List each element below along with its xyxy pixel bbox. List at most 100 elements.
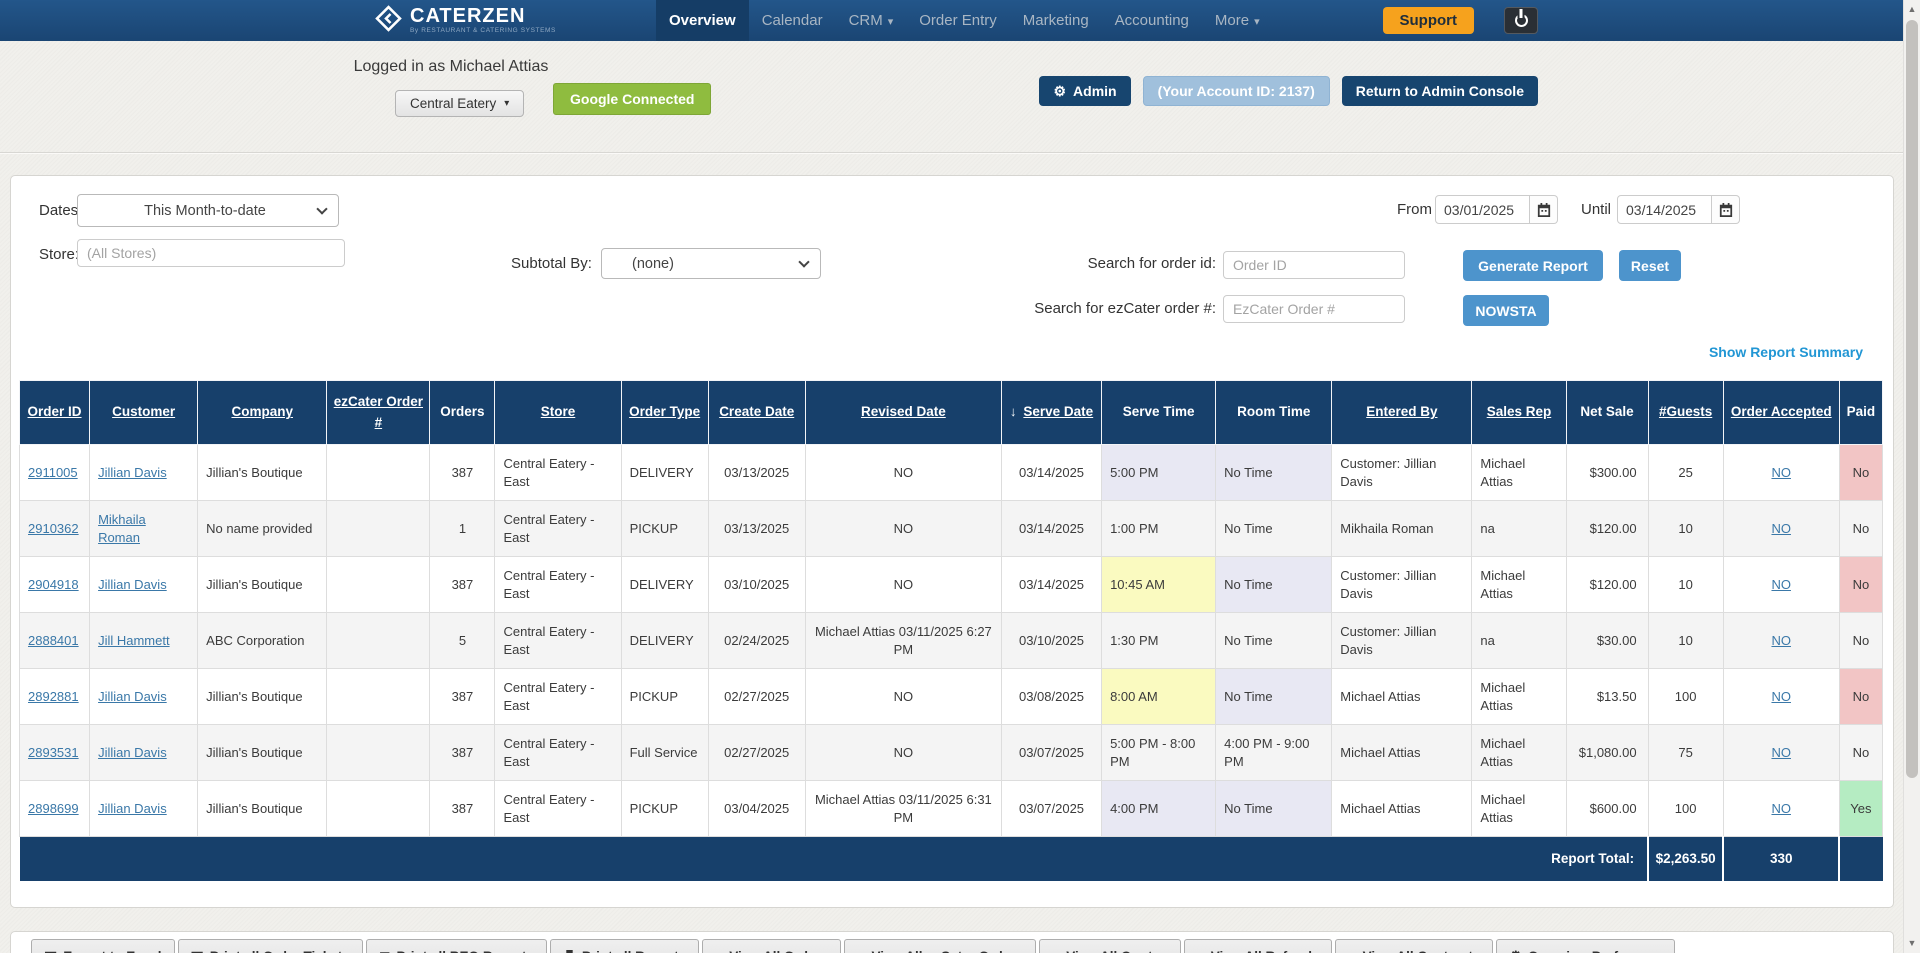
nav-item-accounting[interactable]: Accounting xyxy=(1102,0,1202,41)
cell-sales-rep: Michael Attias xyxy=(1472,445,1566,501)
order-accepted-link[interactable]: NO xyxy=(1771,801,1791,816)
cell-net-sale: $30.00 xyxy=(1566,613,1648,669)
cell-ezcater-order xyxy=(327,557,430,613)
order-id-link[interactable]: 2893531 xyxy=(28,745,79,760)
power-button[interactable] xyxy=(1504,7,1538,34)
customer-link[interactable]: Jillian Davis xyxy=(98,465,167,480)
subtotal-by-select[interactable]: (none) xyxy=(601,248,821,279)
col-header-guests[interactable]: #Guests xyxy=(1648,381,1723,445)
view-all-quotes-button[interactable]: ≡View All Quotes xyxy=(1039,939,1180,953)
reset-button[interactable]: Reset xyxy=(1619,250,1681,281)
admin-button[interactable]: ⚙ Admin xyxy=(1039,76,1130,106)
export-to-excel-button[interactable]: ▦Export to Excel xyxy=(31,939,175,953)
col-header-entered-by[interactable]: Entered By xyxy=(1332,381,1472,445)
scroll-up-icon[interactable]: ▲ xyxy=(1904,1,1920,18)
nav-item-marketing[interactable]: Marketing xyxy=(1010,0,1102,41)
col-header-store[interactable]: Store xyxy=(495,381,621,445)
order-id-link[interactable]: 2910362 xyxy=(28,521,79,536)
view-all-refunds-button[interactable]: ≡View All Refunds xyxy=(1184,939,1333,953)
cell-guests: 10 xyxy=(1648,501,1723,557)
scrollbar-thumb[interactable] xyxy=(1906,20,1918,778)
lines-icon: ≣ xyxy=(379,948,391,953)
show-report-summary-link[interactable]: Show Report Summary xyxy=(1709,344,1863,360)
ezcater-search-input[interactable] xyxy=(1223,295,1405,323)
customer-link[interactable]: Jillian Davis xyxy=(98,577,167,592)
account-id-button[interactable]: (Your Account ID: 2137) xyxy=(1143,76,1330,106)
cell-store: Central Eatery - East xyxy=(495,781,621,837)
nav-item-more[interactable]: More▾ xyxy=(1202,0,1273,41)
generate-report-button[interactable]: Generate Report xyxy=(1463,250,1603,281)
col-header-order-accepted[interactable]: Order Accepted xyxy=(1723,381,1839,445)
cell-company: Jillian's Boutique xyxy=(198,725,327,781)
cell-entered-by: Customer: Jillian Davis xyxy=(1332,445,1472,501)
cell-create-date: 03/10/2025 xyxy=(708,557,805,613)
print-all-beo-reports-button[interactable]: ≣Print all BEO Reports xyxy=(366,939,547,953)
customer-link[interactable]: Jillian Davis xyxy=(98,745,167,760)
cell-room-time: No Time xyxy=(1216,557,1332,613)
cell-store: Central Eatery - East xyxy=(495,669,621,725)
view-all-contracts-button[interactable]: ≡View All Contracts xyxy=(1335,939,1493,953)
cell-orders: 387 xyxy=(430,781,495,837)
until-date-input[interactable] xyxy=(1617,195,1712,224)
order-accepted-link[interactable]: NO xyxy=(1771,633,1791,648)
col-header-customer[interactable]: Customer xyxy=(90,381,198,445)
calendar-button[interactable] xyxy=(1530,195,1558,224)
table-row: 2893531Jillian DavisJillian's Boutique38… xyxy=(20,725,1883,781)
cell-company: Jillian's Boutique xyxy=(198,445,327,501)
list-icon: ≡ xyxy=(857,948,865,953)
order-accepted-link[interactable]: NO xyxy=(1771,465,1791,480)
calendar-button[interactable] xyxy=(1712,195,1740,224)
col-header-create-date[interactable]: Create Date xyxy=(708,381,805,445)
customer-link[interactable]: Mikhaila Roman xyxy=(98,512,146,545)
order-id-search-input[interactable] xyxy=(1223,251,1405,279)
col-header-revised-date[interactable]: Revised Date xyxy=(805,381,1001,445)
order-id-link[interactable]: 2888401 xyxy=(28,633,79,648)
cell-paid: No xyxy=(1839,557,1882,613)
sort-desc-icon: ↓ xyxy=(1010,404,1021,419)
list-icon: ≡ xyxy=(1197,948,1205,953)
list-icon: ≡ xyxy=(1052,948,1060,953)
print-all-reports-button[interactable]: Print all Reports xyxy=(550,939,699,953)
view-all-ezcater-orders-button[interactable]: ≡View All ezCater Orders xyxy=(844,939,1036,953)
overview-preference-button[interactable]: ⚙Overview Preference xyxy=(1496,939,1674,953)
cell-orders: 387 xyxy=(430,557,495,613)
cell-create-date: 02/27/2025 xyxy=(708,669,805,725)
order-id-link[interactable]: 2904918 xyxy=(28,577,79,592)
order-accepted-link[interactable]: NO xyxy=(1771,577,1791,592)
order-id-link[interactable]: 2911005 xyxy=(28,465,78,480)
order-accepted-link[interactable]: NO xyxy=(1771,745,1791,760)
customer-link[interactable]: Jill Hammett xyxy=(98,633,170,648)
order-accepted-link[interactable]: NO xyxy=(1771,689,1791,704)
from-date-input[interactable] xyxy=(1435,195,1530,224)
col-header-serve-date[interactable]: ↓ Serve Date xyxy=(1001,381,1101,445)
cell-serve-time: 5:00 PM xyxy=(1102,445,1216,501)
nav-item-order-entry[interactable]: Order Entry xyxy=(906,0,1010,41)
col-header-sales-rep[interactable]: Sales Rep xyxy=(1472,381,1566,445)
nav-item-overview[interactable]: Overview xyxy=(656,0,749,41)
customer-link[interactable]: Jillian Davis xyxy=(98,689,167,704)
col-header-company[interactable]: Company xyxy=(198,381,327,445)
nowsta-button[interactable]: NOWSTA xyxy=(1463,295,1549,326)
order-id-link[interactable]: 2892881 xyxy=(28,689,79,704)
grid-icon: ▦ xyxy=(44,948,57,953)
support-button[interactable]: Support xyxy=(1383,7,1475,34)
order-accepted-link[interactable]: NO xyxy=(1771,521,1791,536)
col-header-order-id[interactable]: Order ID xyxy=(20,381,90,445)
cell-order-id: 2888401 xyxy=(20,613,90,669)
store-selector-button[interactable]: Central Eatery ▾ xyxy=(395,90,524,117)
vertical-scrollbar[interactable]: ▲ ▼ xyxy=(1903,0,1920,953)
store-filter-input[interactable] xyxy=(77,239,345,267)
caterzen-logo[interactable]: CATERZEN By RESTAURANT & CATERING SYSTEM… xyxy=(375,5,556,37)
customer-link[interactable]: Jillian Davis xyxy=(98,801,167,816)
print-all-order-tickets-button[interactable]: ▤Print all Order Tickets xyxy=(178,939,363,953)
nav-item-calendar[interactable]: Calendar xyxy=(749,0,836,41)
scroll-down-icon[interactable]: ▼ xyxy=(1904,935,1920,952)
view-all-orders-button[interactable]: ≡View All Orders xyxy=(702,939,841,953)
order-id-link[interactable]: 2898699 xyxy=(28,801,79,816)
return-admin-console-button[interactable]: Return to Admin Console xyxy=(1342,76,1538,106)
nav-item-crm[interactable]: CRM▾ xyxy=(836,0,907,41)
dates-select[interactable]: This Month-to-date xyxy=(77,194,339,227)
col-header-ezcater-order[interactable]: ezCater Order # xyxy=(327,381,430,445)
google-connected-button[interactable]: Google Connected xyxy=(553,83,711,115)
col-header-order-type[interactable]: Order Type xyxy=(621,381,708,445)
